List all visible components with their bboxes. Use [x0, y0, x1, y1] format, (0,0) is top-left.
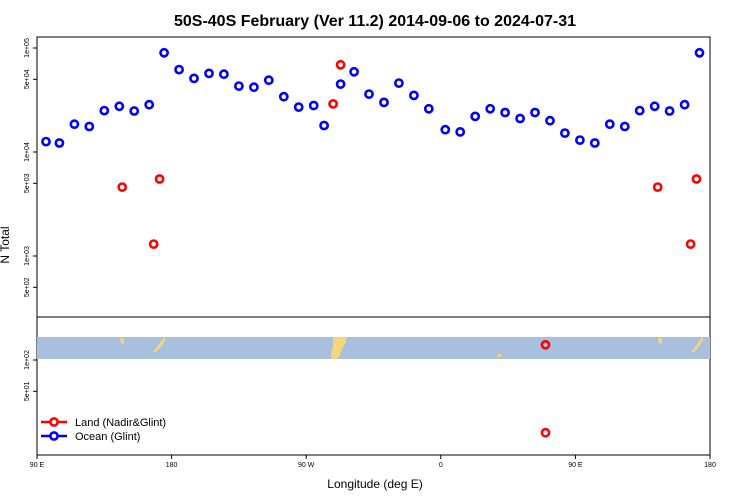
plot-frame: [36, 36, 711, 456]
ocean-point-9: [174, 64, 184, 75]
chart-title: 50S-40S February (Ver 11.2) 2014-09-06 t…: [174, 13, 576, 30]
land-new-zealand-2: [691, 337, 703, 352]
ocean-point-6: [129, 106, 140, 116]
ocean-point-0: [41, 136, 51, 147]
ocean-point-19: [319, 120, 329, 131]
ocean-point-28: [455, 126, 466, 137]
legend-label-1: Ocean (Glint): [75, 431, 140, 443]
map-water-band: [37, 337, 710, 359]
ocean-point-34: [545, 115, 555, 126]
ocean-point-13: [233, 81, 244, 91]
ocean-point-25: [408, 90, 419, 101]
ocean-point-26: [423, 103, 434, 114]
map-strip: [37, 337, 710, 359]
ocean-point-44: [694, 47, 705, 58]
ocean-point-2: [69, 119, 80, 130]
ocean-point-43: [679, 99, 690, 110]
y-tick-label-3: 5e+03: [24, 173, 31, 193]
land-tasmania-islet-2: [658, 338, 662, 344]
land-point-2: [148, 239, 159, 249]
x-axis: 90 E 180 90 W 0 90 E 180: [30, 455, 716, 469]
legend-marker-1: [49, 431, 59, 441]
land-tasmania-islet: [120, 338, 124, 344]
ocean-point-30: [485, 103, 496, 114]
ocean-point-17: [293, 102, 304, 112]
land-point-8: [691, 174, 702, 184]
y-tick-label-1: 5e+04: [24, 69, 31, 89]
series-land: [117, 59, 702, 438]
ocean-point-7: [144, 99, 155, 110]
y-tick-label-0: 1e+05: [24, 38, 31, 58]
land-point-6: [540, 427, 551, 438]
ocean-point-18: [308, 100, 319, 111]
ocean-point-22: [364, 89, 374, 99]
land-point-5: [540, 339, 551, 350]
y-tick-label-7: 5e+01: [24, 381, 31, 401]
x-tick-label-2: 90 W: [298, 462, 315, 469]
ocean-point-40: [634, 105, 645, 116]
x-tick-label-1: 180: [166, 462, 178, 469]
ocean-point-12: [218, 69, 229, 80]
ocean-point-31: [500, 107, 510, 118]
ocean-point-32: [515, 113, 525, 124]
ocean-point-41: [649, 101, 660, 112]
x-tick-label-4: 90 E: [568, 462, 583, 469]
legend: Land (Nadir&Glint) Ocean (Glint): [41, 417, 166, 443]
ocean-point-5: [114, 101, 125, 112]
y-axis-label: N Total: [0, 226, 12, 263]
ocean-point-23: [379, 97, 389, 108]
y-tick-label-2: 1e+04: [24, 142, 31, 162]
legend-marker-0: [49, 417, 59, 427]
ocean-point-36: [575, 135, 585, 145]
ocean-point-21: [349, 66, 359, 77]
x-tick-label-5: 180: [704, 462, 716, 469]
ocean-point-37: [589, 138, 600, 148]
land-new-zealand: [153, 337, 165, 352]
ocean-point-10: [189, 73, 199, 84]
y-tick-label-5: 5e+02: [24, 277, 31, 297]
ocean-point-20: [335, 79, 346, 89]
ocean-point-24: [393, 78, 404, 88]
y-tick-label-4: 1e+03: [24, 246, 31, 266]
y-axis: 1e+05 5e+04 1e+04 5e+03 1e+03 5e+02 1e+02 5e+01: [24, 38, 37, 401]
land-point-0: [117, 182, 128, 192]
ocean-point-4: [99, 105, 110, 116]
ocean-point-38: [604, 119, 615, 130]
ocean-point-1: [54, 138, 65, 148]
ocean-point-39: [619, 121, 630, 132]
ocean-point-33: [530, 107, 540, 118]
ocean-point-27: [440, 124, 451, 135]
land-point-1: [154, 174, 165, 184]
map-land-shapes: [120, 337, 703, 359]
land-south-africa-islet: [498, 354, 501, 357]
land-point-3: [328, 99, 338, 109]
ocean-point-11: [204, 68, 214, 79]
x-tick-label-0: 90 E: [30, 462, 45, 469]
ocean-point-15: [263, 75, 274, 86]
ocean-point-35: [560, 128, 570, 138]
land-point-7: [652, 182, 663, 192]
ocean-point-29: [470, 111, 481, 122]
ocean-point-42: [664, 106, 675, 116]
series-ocean: [41, 47, 705, 148]
ocean-point-3: [84, 121, 95, 132]
x-axis-label: Longitude (deg E): [327, 477, 422, 491]
ocean-point-8: [159, 47, 169, 58]
ocean-point-16: [278, 91, 289, 102]
series-layer: [41, 47, 705, 438]
legend-label-0: Land (Nadir&Glint): [75, 417, 166, 429]
land-point-9: [685, 239, 696, 249]
x-tick-label-3: 0: [439, 462, 443, 469]
land-south-america: [331, 337, 346, 359]
ocean-point-14: [248, 82, 259, 93]
y-tick-label-6: 1e+02: [24, 350, 31, 370]
land-point-4: [335, 59, 346, 70]
